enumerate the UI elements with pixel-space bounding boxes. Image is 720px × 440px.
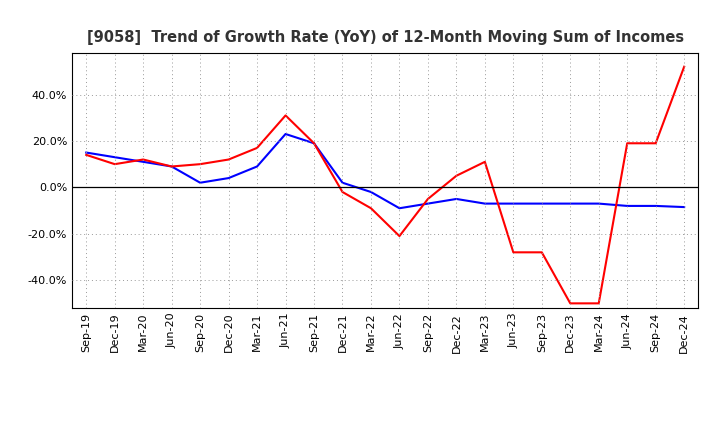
Net Income Growth Rate: [509, 249, 518, 255]
Ordinary Income Growth Rate: [167, 164, 176, 169]
Ordinary Income Growth Rate: [566, 201, 575, 206]
Ordinary Income Growth Rate: [282, 132, 290, 137]
Net Income Growth Rate: [480, 159, 489, 165]
Line: Net Income Growth Rate: Net Income Growth Rate: [86, 67, 684, 303]
Net Income Growth Rate: [310, 141, 318, 146]
Ordinary Income Growth Rate: [139, 159, 148, 165]
Ordinary Income Growth Rate: [452, 196, 461, 202]
Net Income Growth Rate: [680, 64, 688, 70]
Ordinary Income Growth Rate: [253, 164, 261, 169]
Ordinary Income Growth Rate: [509, 201, 518, 206]
Net Income Growth Rate: [423, 196, 432, 202]
Ordinary Income Growth Rate: [652, 203, 660, 209]
Net Income Growth Rate: [139, 157, 148, 162]
Ordinary Income Growth Rate: [595, 201, 603, 206]
Ordinary Income Growth Rate: [110, 154, 119, 160]
Ordinary Income Growth Rate: [82, 150, 91, 155]
Ordinary Income Growth Rate: [537, 201, 546, 206]
Net Income Growth Rate: [196, 161, 204, 167]
Net Income Growth Rate: [82, 152, 91, 158]
Net Income Growth Rate: [366, 205, 375, 211]
Ordinary Income Growth Rate: [423, 201, 432, 206]
Ordinary Income Growth Rate: [225, 176, 233, 181]
Net Income Growth Rate: [652, 141, 660, 146]
Ordinary Income Growth Rate: [196, 180, 204, 185]
Ordinary Income Growth Rate: [366, 189, 375, 194]
Net Income Growth Rate: [595, 301, 603, 306]
Net Income Growth Rate: [282, 113, 290, 118]
Ordinary Income Growth Rate: [338, 180, 347, 185]
Net Income Growth Rate: [253, 145, 261, 150]
Title: [9058]  Trend of Growth Rate (YoY) of 12-Month Moving Sum of Incomes: [9058] Trend of Growth Rate (YoY) of 12-…: [86, 29, 684, 45]
Net Income Growth Rate: [395, 234, 404, 239]
Ordinary Income Growth Rate: [680, 205, 688, 210]
Net Income Growth Rate: [167, 164, 176, 169]
Net Income Growth Rate: [338, 189, 347, 194]
Ordinary Income Growth Rate: [310, 141, 318, 146]
Net Income Growth Rate: [110, 161, 119, 167]
Ordinary Income Growth Rate: [480, 201, 489, 206]
Net Income Growth Rate: [225, 157, 233, 162]
Ordinary Income Growth Rate: [623, 203, 631, 209]
Ordinary Income Growth Rate: [395, 205, 404, 211]
Net Income Growth Rate: [537, 249, 546, 255]
Line: Ordinary Income Growth Rate: Ordinary Income Growth Rate: [86, 134, 684, 208]
Net Income Growth Rate: [452, 173, 461, 178]
Net Income Growth Rate: [566, 301, 575, 306]
Net Income Growth Rate: [623, 141, 631, 146]
